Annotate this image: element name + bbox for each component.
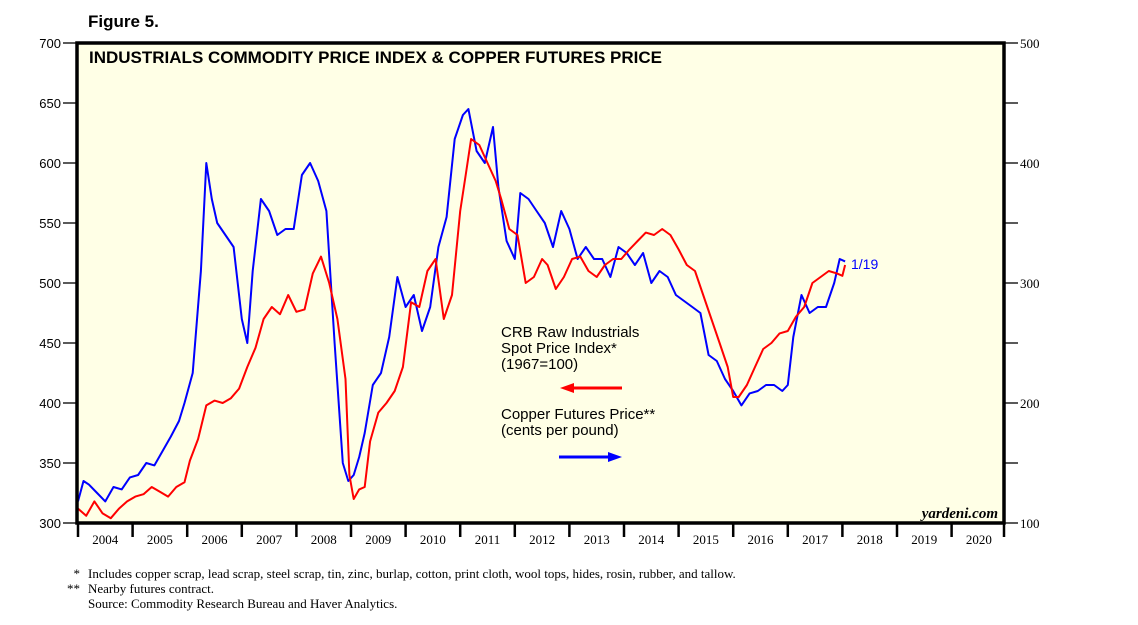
left-axis-tick-label: 300 (39, 516, 61, 531)
x-axis-tick-label: 2016 (748, 532, 775, 547)
footnote-mark: * (73, 566, 81, 581)
chart: 300 350 400 450 500 550 600 650 700 100 200 300 400… (39, 36, 1040, 547)
x-axis: 2004 2005 2006 2007 2008 2009 2010 2011 2012 2013… (76, 523, 1006, 547)
left-axis-tick-label: 450 (39, 336, 61, 351)
left-axis-tick-label: 600 (39, 156, 61, 171)
x-axis-tick-label: 2006 (202, 532, 229, 547)
right-axis-tick-label: 200 (1020, 396, 1040, 411)
left-axis-tick-label: 400 (39, 396, 61, 411)
footnote-1: * Includes copper scrap, lead scrap, stee… (50, 566, 736, 581)
plot-background (77, 43, 1004, 523)
left-y-axis: 300 350 400 450 500 550 600 650 700 (39, 36, 77, 531)
x-axis-tick-label: 2007 (256, 532, 283, 547)
legend-crb-label: CRB Raw Industrials (501, 324, 639, 341)
watermark: yardeni.com (920, 506, 998, 522)
left-axis-tick-label: 350 (39, 456, 61, 471)
figure-label: Figure 5. (88, 12, 159, 31)
footnote-source: Source: Commodity Research Bureau and Ha… (50, 596, 736, 611)
left-axis-tick-label: 700 (39, 36, 61, 51)
arrow-left-icon (560, 383, 574, 393)
copper-price-line (77, 108, 846, 503)
legend-crb-label: (1967=100) (501, 356, 578, 373)
footnote-mark: ** (67, 581, 80, 596)
chart-title: INDUSTRIALS COMMODITY PRICE INDEX & COPP… (89, 48, 662, 67)
plot-frame (75, 41, 1006, 525)
crb-index-line (77, 138, 847, 520)
legend-crb-label: Spot Price Index* (501, 340, 617, 357)
footnote-text: Source: Commodity Research Bureau and Ha… (88, 596, 398, 611)
right-axis-tick-label: 500 (1020, 36, 1040, 51)
series-layer (77, 108, 847, 520)
footnote-text: Includes copper scrap, lead scrap, steel… (88, 566, 736, 581)
arrow-right-icon (608, 452, 622, 462)
x-axis-tick-label: 2012 (529, 532, 555, 547)
x-axis-tick-label: 2014 (638, 532, 665, 547)
x-axis-tick-label: 2019 (911, 532, 937, 547)
right-axis-tick-label: 100 (1020, 516, 1040, 531)
end-date-label: 1/19 (851, 256, 878, 272)
legend-copper-label: (cents per pound) (501, 422, 619, 439)
footnotes: * Includes copper scrap, lead scrap, stee… (50, 566, 736, 611)
x-axis-tick-label: 2005 (147, 532, 173, 547)
right-y-axis: 100 200 300 400 500 (1004, 36, 1040, 531)
x-axis-tick-label: 2008 (311, 532, 337, 547)
left-axis-tick-label: 500 (39, 276, 61, 291)
x-axis-tick-label: 2020 (966, 532, 992, 547)
footnote-mark (50, 596, 88, 611)
x-axis-tick-label: 2004 (92, 532, 119, 547)
x-axis-tick-label: 2018 (857, 532, 883, 547)
x-axis-tick-label: 2011 (475, 532, 501, 547)
right-axis-tick-label: 400 (1020, 156, 1040, 171)
x-axis-tick-label: 2010 (420, 532, 446, 547)
legend-copper-label: Copper Futures Price** (501, 406, 655, 423)
right-axis-tick-label: 300 (1020, 276, 1040, 291)
left-axis-tick-label: 550 (39, 216, 61, 231)
x-axis-tick-label: 2017 (802, 532, 829, 547)
footnote-2: ** Nearby futures contract. (50, 581, 736, 596)
left-axis-tick-label: 650 (39, 96, 61, 111)
footnote-text: Nearby futures contract. (88, 581, 214, 596)
x-axis-tick-label: 2013 (584, 532, 610, 547)
x-axis-tick-label: 2015 (693, 532, 719, 547)
x-axis-tick-label: 2009 (365, 532, 391, 547)
